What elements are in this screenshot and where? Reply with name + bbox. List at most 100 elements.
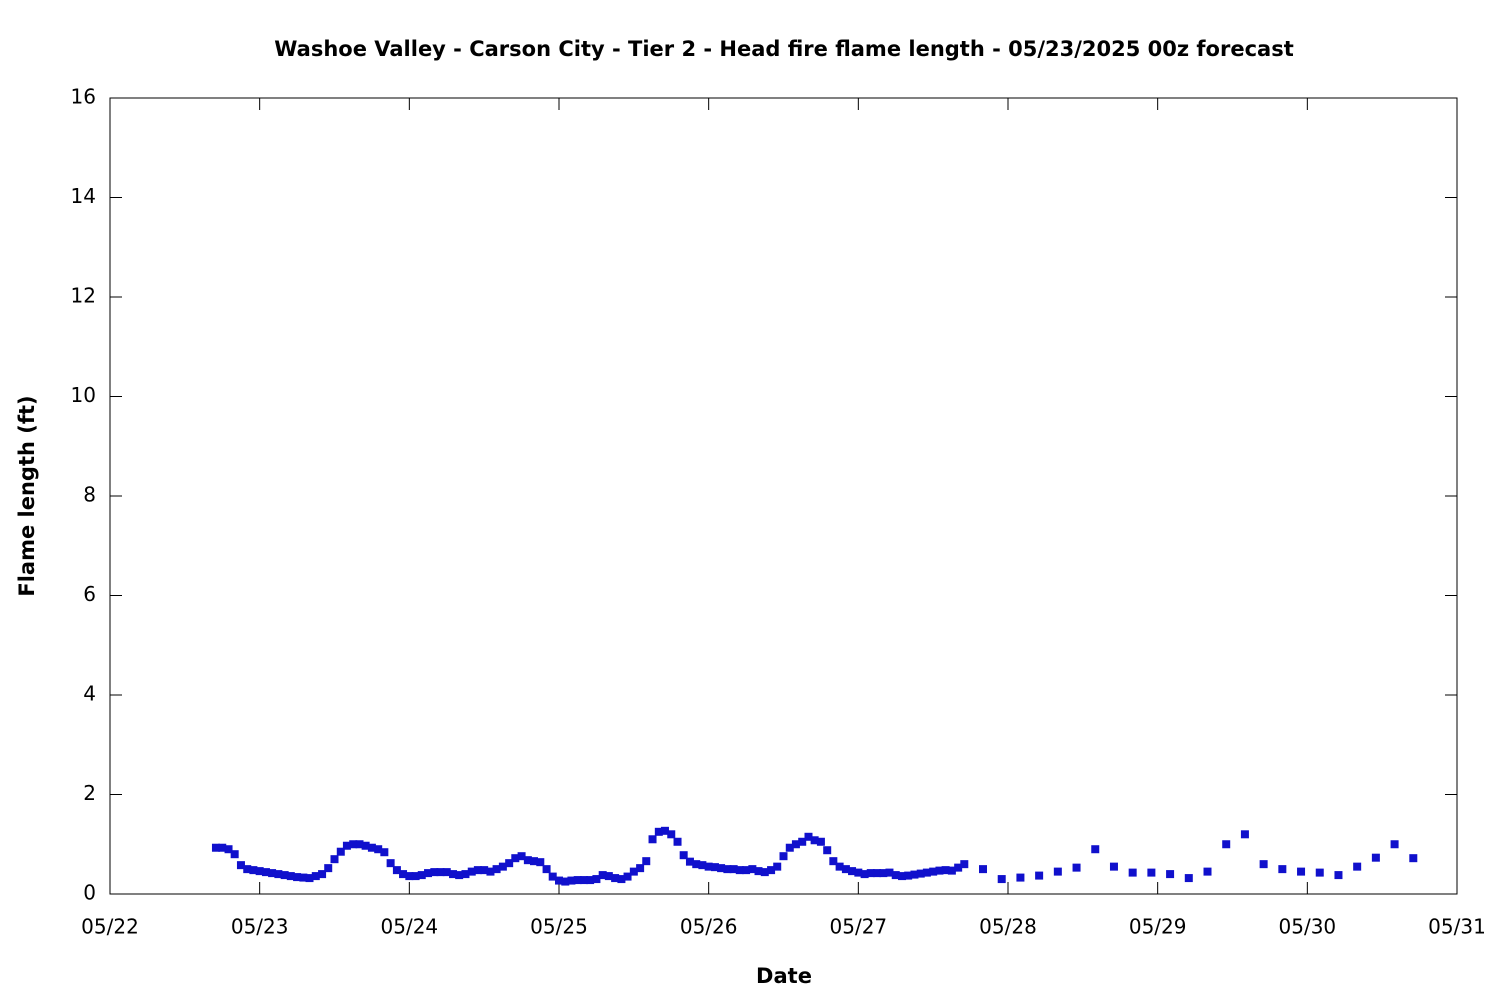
data-point xyxy=(810,836,819,845)
data-point xyxy=(230,850,239,859)
data-point xyxy=(767,866,776,875)
data-point xyxy=(997,875,1006,884)
data-point xyxy=(667,830,676,839)
data-point xyxy=(898,872,907,881)
data-point xyxy=(505,859,514,868)
data-point xyxy=(717,864,726,873)
data-point xyxy=(274,870,283,879)
data-point xyxy=(486,867,495,876)
y-axis-label: Flame length (ft) xyxy=(15,395,39,596)
data-point xyxy=(498,862,507,871)
data-point xyxy=(461,870,470,879)
data-point xyxy=(349,840,358,849)
data-point xyxy=(280,871,289,880)
data-point xyxy=(660,826,669,835)
y-tick-label: 4 xyxy=(83,682,96,706)
data-point xyxy=(224,845,233,854)
data-point xyxy=(517,852,526,861)
x-tick-label: 05/23 xyxy=(231,915,289,939)
data-point xyxy=(211,843,220,852)
data-point xyxy=(424,869,433,878)
data-point xyxy=(935,866,944,875)
y-tick-label: 2 xyxy=(83,781,96,805)
data-point xyxy=(1297,867,1306,876)
data-point xyxy=(1016,873,1025,882)
x-tick-label: 05/29 xyxy=(1129,915,1187,939)
data-point xyxy=(1259,860,1268,869)
x-tick-label: 05/26 xyxy=(680,915,738,939)
data-point xyxy=(910,870,919,879)
y-tick-label: 6 xyxy=(83,582,96,606)
data-point xyxy=(654,827,663,836)
data-point xyxy=(324,864,333,873)
data-point xyxy=(542,865,551,874)
data-point xyxy=(929,867,938,876)
data-point xyxy=(629,867,638,876)
data-point xyxy=(523,856,532,865)
chart-title: Washoe Valley - Carson City - Tier 2 - H… xyxy=(274,37,1294,61)
data-point xyxy=(473,866,482,875)
data-point xyxy=(1166,870,1175,879)
data-point xyxy=(592,875,601,884)
x-axis-label: Date xyxy=(756,964,812,988)
data-point xyxy=(249,866,258,875)
data-point xyxy=(623,872,632,881)
data-point xyxy=(536,858,545,867)
data-point xyxy=(916,869,925,878)
x-tick-label: 05/27 xyxy=(830,915,888,939)
y-tick-label: 0 xyxy=(83,881,96,905)
data-point xyxy=(555,876,563,885)
x-tick-label: 05/22 xyxy=(81,915,139,939)
data-point xyxy=(355,840,364,849)
data-point xyxy=(723,865,732,874)
data-point xyxy=(268,869,277,878)
data-point xyxy=(286,872,295,881)
plot-frame xyxy=(109,97,1458,895)
data-point xyxy=(567,876,576,885)
data-point xyxy=(729,865,738,874)
data-point xyxy=(449,870,458,879)
data-point xyxy=(804,832,813,841)
data-point xyxy=(311,872,320,881)
data-point xyxy=(760,868,769,877)
data-point xyxy=(386,859,395,868)
data-point xyxy=(611,874,620,883)
data-point xyxy=(1334,871,1343,880)
data-point xyxy=(823,846,832,855)
data-point xyxy=(1390,840,1399,849)
data-point xyxy=(1053,867,1062,876)
data-point xyxy=(261,868,270,877)
data-point xyxy=(798,837,807,846)
data-point xyxy=(785,843,794,852)
data-point xyxy=(922,868,931,877)
data-point xyxy=(673,837,682,846)
data-point xyxy=(848,867,857,876)
data-point xyxy=(330,855,339,864)
data-point xyxy=(430,868,439,877)
data-point xyxy=(866,869,875,878)
data-point xyxy=(492,865,501,874)
data-point xyxy=(299,873,308,882)
y-tick-label: 8 xyxy=(83,483,96,507)
x-tick-label: 05/24 xyxy=(381,915,439,939)
data-point xyxy=(392,866,401,875)
x-tick-label: 05/31 xyxy=(1428,915,1486,939)
data-point xyxy=(367,843,376,852)
data-point xyxy=(293,873,302,882)
data-point xyxy=(1409,854,1418,863)
data-point xyxy=(236,861,245,870)
data-point xyxy=(1240,830,1249,839)
data-point xyxy=(960,860,969,869)
data-point xyxy=(1109,862,1118,871)
data-point xyxy=(548,872,557,881)
data-point xyxy=(442,868,451,877)
x-tick-label: 05/25 xyxy=(530,915,588,939)
data-point xyxy=(1371,853,1380,862)
data-point xyxy=(841,865,850,874)
data-point xyxy=(374,845,383,854)
data-point xyxy=(698,861,707,870)
data-point xyxy=(305,874,314,883)
data-point xyxy=(436,868,445,877)
data-point xyxy=(405,872,414,881)
